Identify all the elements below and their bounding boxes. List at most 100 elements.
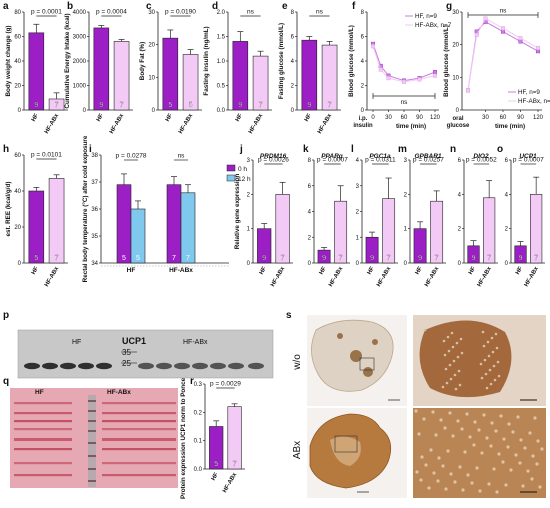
y-tick-label: 1.5 [217, 35, 226, 41]
group-label-hf: HF [35, 389, 44, 396]
y-tick-label: 60 [14, 153, 21, 159]
x-tick-label: 30 [385, 115, 392, 121]
adipocyte [533, 416, 537, 420]
x-tick-label: HF-ABx [376, 265, 393, 288]
panel-g: g 0 10 20 30 Blood glucose (mmol/L) 30 60 90 120 t… [443, 1, 550, 130]
data-point [417, 77, 422, 82]
sig-label: ns [500, 8, 508, 15]
gene-title: GPBAR1 [414, 153, 441, 160]
adipocyte [523, 446, 527, 450]
ladder-band [88, 430, 96, 432]
y-tick-label: 37 [91, 180, 98, 186]
gene-title: PGC1a [369, 153, 391, 160]
brown-stain [350, 350, 362, 362]
stain-band [14, 428, 72, 431]
x-tick-label: HF [211, 472, 220, 482]
y-tick-label: 3000 [73, 35, 87, 41]
y-tick-label: 0 [18, 108, 22, 114]
x-tick-label: HF [127, 267, 136, 274]
marker-35: 35 [122, 348, 131, 357]
panel-letter: i [89, 144, 92, 155]
bar-hf [162, 37, 179, 111]
y-tick-label: 2.0 [217, 10, 226, 16]
adipocyte [490, 421, 494, 425]
blot-band [156, 362, 172, 370]
adipocyte [429, 448, 433, 452]
annotation: glucose [447, 123, 470, 129]
adipocyte [446, 335, 450, 339]
sig-label: p = 0.0190 [165, 9, 196, 16]
sig-label: p = 0.0007 [513, 157, 544, 164]
adipocyte [422, 417, 426, 421]
bar-hfabx [430, 200, 444, 264]
adipocyte [486, 340, 490, 344]
y-axis-label: Protein expression UCP1 norm to Ponceau … [180, 354, 187, 499]
data-point [483, 16, 488, 21]
y-tick-label: 1.0 [217, 59, 226, 65]
n-label: 7 [534, 255, 538, 262]
x-tick-label: HF [259, 266, 268, 276]
adipocyte [441, 464, 445, 468]
legend-label: 0 h [238, 166, 247, 173]
y-tick-label: 40 [14, 189, 21, 195]
y-axis-label: Blood glucose (mmol/L) [348, 25, 355, 97]
adipocyte [481, 330, 485, 334]
blot-band [78, 362, 94, 370]
x-tick-label: 60 [401, 115, 408, 121]
n-label: 9 [519, 255, 523, 262]
panel-m: m GPBAR1 0 1 2 3 9 HF 7 HF-ABx p = 0.0257 [398, 144, 446, 288]
adipocyte [423, 328, 427, 332]
x-tick-label: HF [319, 266, 328, 276]
y-tick-label: 3 [247, 158, 251, 164]
panel-letter: l [351, 144, 354, 155]
panel-s: s w/o ABx [286, 310, 546, 498]
adipocyte [483, 358, 487, 362]
y-tick-label: 0.2 [194, 410, 203, 416]
n-label: 7 [387, 255, 391, 262]
y-tick-label: 40 [14, 59, 21, 65]
adipocyte [485, 386, 489, 390]
adipocyte [432, 471, 436, 475]
adipocyte [417, 432, 421, 436]
stain-band [14, 462, 72, 465]
n-label: 7 [233, 461, 237, 468]
adipocyte [448, 411, 452, 415]
zoom-stain-wo [419, 320, 512, 398]
y-tick-label: 1 [247, 227, 251, 233]
adipocyte [453, 373, 457, 377]
x-tick-label: HF-ABx [109, 112, 126, 135]
n-label: 7 [281, 255, 285, 262]
adipocyte [489, 382, 493, 386]
bar-hfabx [113, 41, 130, 111]
data-point [402, 79, 407, 84]
panel-letter: m [398, 144, 407, 155]
annotation: i.p. [359, 116, 368, 122]
y-tick-label: 4000 [73, 10, 87, 16]
y-axis-label: Body Fat (%) [139, 42, 146, 80]
panel-o: o UCP1 0 2 4 6 9 HF 7 HF-ABx p = 0.0007 [497, 144, 545, 288]
gene-title: PPARg [321, 153, 343, 160]
sig-label: ns [178, 153, 186, 160]
annotation: oral [452, 116, 463, 122]
n-label: 7 [186, 255, 190, 262]
adipocyte [456, 419, 460, 423]
x-tick-label: HF-ABx [222, 471, 239, 494]
adipocyte [482, 344, 486, 348]
blot-band [24, 362, 40, 370]
panel-letter: n [450, 144, 456, 155]
panel-a: a 0 20 40 60 80 Body weight change (g) 9 HF 7 HF-A… [3, 1, 68, 135]
y-tick-label: 4 [458, 192, 462, 198]
x-tick-label: HF [415, 266, 424, 276]
y-tick-label: 4 [356, 158, 360, 164]
n-label: 9 [34, 102, 38, 109]
y-tick-label: 8 [361, 10, 365, 16]
n-label: 9 [262, 255, 266, 262]
x-tick-label: HF-ABx [328, 265, 345, 288]
panel-k: k PPARg 0 2 4 6 8 9 HF 7 HF-ABx p = 0.0007 [303, 144, 350, 288]
legend-label: HF-ABx, n=7 [415, 22, 452, 29]
n-label: 5 [214, 461, 218, 468]
adipocyte [511, 430, 515, 434]
adipocyte [493, 378, 497, 382]
y-tick-label: 10 [452, 75, 459, 81]
